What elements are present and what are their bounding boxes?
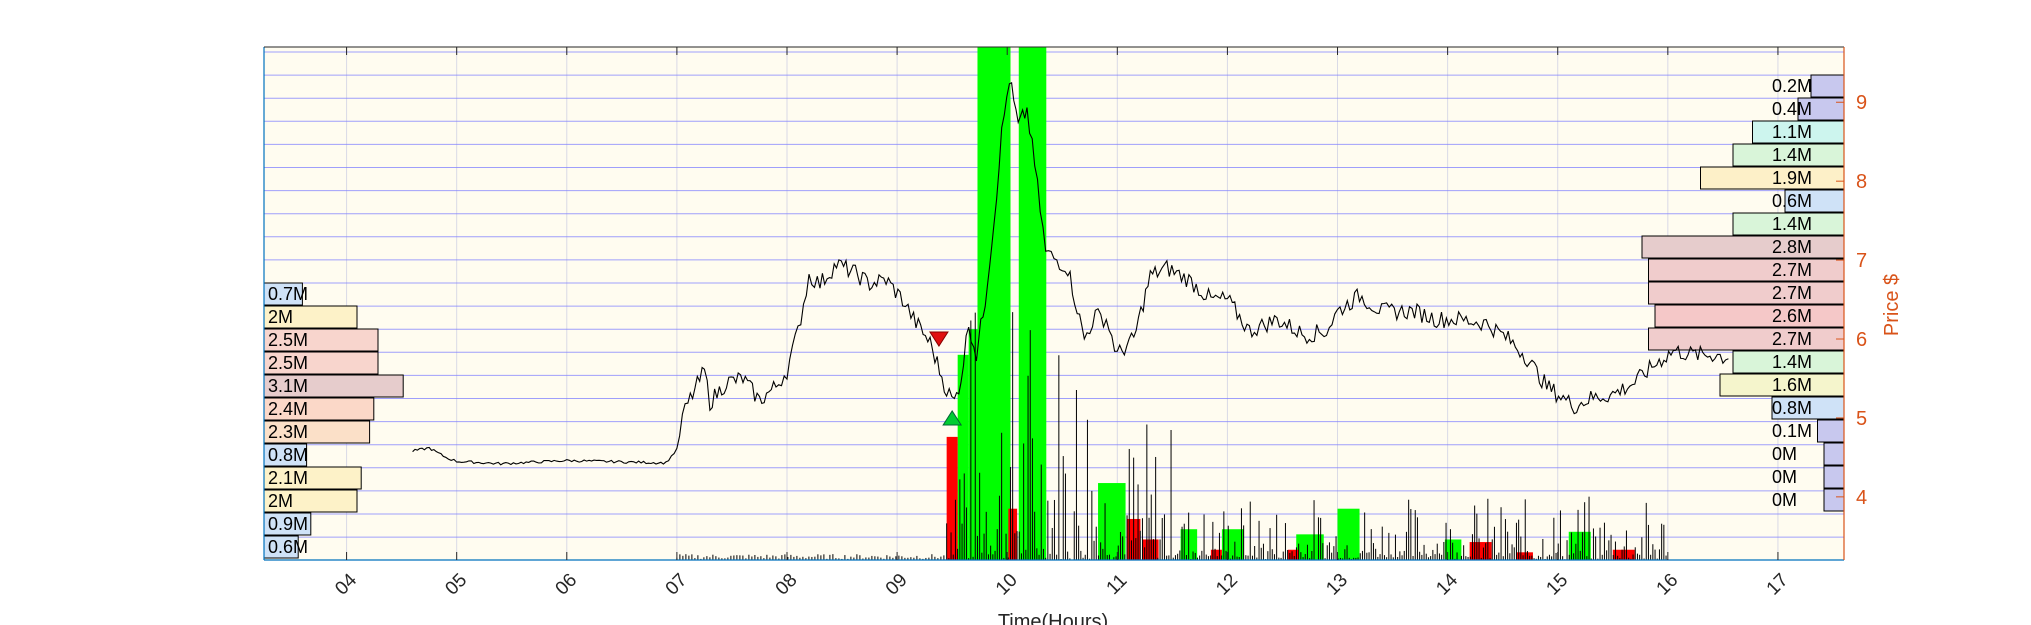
volume-profile-left-label: 0.8M — [268, 445, 308, 465]
volume-up-bar — [1568, 531, 1591, 560]
volume-profile-right-label: 1.6M — [1772, 375, 1812, 395]
x-tick-label: 04 — [331, 569, 361, 599]
volume-profile-right-bar — [1641, 235, 1845, 259]
x-axis-title: Time(Hours) — [998, 611, 1108, 625]
y-right-tick-label: 5 — [1856, 408, 1867, 430]
volume-profile-right-bar — [1654, 304, 1845, 328]
volume-up-bar — [1337, 508, 1360, 560]
volume-profile-right: 0.2M 0.4M 1.1M 1.4M 1.9M 0.6M 1.4M 2.8M 2.7M 2.7M… — [1641, 74, 1845, 512]
volume-profile-left-label: 2M — [268, 307, 293, 327]
volume-profile-left-label: 2.5M — [268, 330, 308, 350]
volume-profile-left-label: 2.3M — [268, 422, 308, 442]
volume-up-bar — [1221, 529, 1244, 560]
volume-profile-right-bar — [1648, 258, 1845, 282]
volume-profile-right-label: 2.6M — [1772, 306, 1812, 326]
x-tick-label: 12 — [1212, 570, 1242, 600]
x-tick-label: 07 — [662, 570, 692, 600]
volume-profile-left-label: 0.9M — [268, 514, 308, 534]
volume-up-bar — [1098, 483, 1126, 560]
y-right-tick-label: 9 — [1856, 92, 1867, 114]
volume-down-bar — [1142, 539, 1159, 560]
volume-profile-right-label: 0M — [1772, 467, 1797, 487]
price-line — [412, 81, 1729, 466]
volume-up-bar — [968, 329, 980, 560]
x-tick-label: 17 — [1763, 570, 1793, 600]
y-right-tick-label: 6 — [1856, 329, 1867, 351]
volume-profile-right-label: 0.1M — [1772, 421, 1812, 441]
volume-profile-right-label: 1.4M — [1772, 145, 1812, 165]
volume-up-bar — [977, 47, 1011, 560]
x-tick-label: 16 — [1653, 570, 1683, 600]
volume-profile-right-label: 0.8M — [1772, 398, 1812, 418]
y-right-tick-label: 8 — [1856, 171, 1867, 193]
volume-profile-right-label: 1.4M — [1772, 352, 1812, 372]
plot-background — [264, 47, 1844, 560]
volume-profile-right-label: 1.4M — [1772, 214, 1812, 234]
volume-profile-right-label: 2.7M — [1772, 260, 1812, 280]
trade-signals — [929, 331, 963, 426]
volume-profile-right-label: 0M — [1772, 490, 1797, 510]
y-right-tick-label: 7 — [1856, 250, 1867, 272]
volume-down-bar — [1210, 549, 1222, 560]
volume-down-bar — [946, 436, 958, 560]
volume-profile-right-bar — [1810, 74, 1845, 98]
volume-profile-right-label: 1.1M — [1772, 122, 1812, 142]
volume-down-bar — [1469, 542, 1492, 560]
volume-profile-left-label: 2.5M — [268, 353, 308, 373]
axis-labels: Time(Hours) Price $ — [998, 274, 1903, 625]
price-series — [412, 81, 1729, 466]
volume-profile-left: 0.7M 2M 2.5M 2.5M 3.1M 2.4M 2.3M 0.8M 2.1M 2M 0.9M… — [263, 282, 404, 559]
volume-profile-right-label: 0.4M — [1772, 99, 1812, 119]
volume-profile-left-label: 0.7M — [268, 284, 308, 304]
volume-profile-left-label: 2.4M — [268, 399, 308, 419]
volume-profile-right-bar — [1823, 488, 1845, 512]
buy-signal-marker — [942, 410, 963, 426]
volume-profile-right-label: 1.9M — [1772, 168, 1812, 188]
x-tick-label: 11 — [1103, 570, 1132, 599]
volume-profile-right-bar — [1823, 465, 1845, 489]
sell-signal-marker — [929, 331, 949, 347]
x-tick-label: 15 — [1542, 570, 1572, 600]
volume-profile-left-label: 2.1M — [268, 468, 308, 488]
x-tick-label: 13 — [1322, 570, 1352, 600]
volume-profile-right-label: 0.2M — [1772, 76, 1812, 96]
volume-bars — [676, 47, 1667, 560]
y-right-tick-label: 4 — [1856, 487, 1867, 509]
volume-down-bar — [1516, 552, 1533, 560]
x-tick-label: 10 — [992, 570, 1022, 600]
x-tick-label: 05 — [441, 570, 471, 600]
volume-profile-right-bar — [1648, 281, 1845, 305]
volume-down-bar — [1287, 549, 1299, 560]
volume-profile-right-label: 0M — [1772, 444, 1797, 464]
y-right-axis-title: Price $ — [1881, 274, 1903, 336]
volume-profile-right-bar — [1817, 419, 1845, 443]
volume-profile-right-bar — [1823, 442, 1845, 466]
volume-profile-left-label: 0.6M — [268, 537, 308, 557]
volume-profile-right-label: 0.6M — [1772, 191, 1812, 211]
volume-profile-right-label: 2.7M — [1772, 283, 1812, 303]
volume-profile-left-label: 2M — [268, 491, 293, 511]
x-tick-label: 08 — [772, 570, 802, 600]
volume-profile-right-label: 2.8M — [1772, 237, 1812, 257]
volume-up-bar — [957, 354, 969, 560]
volume-profile-right-label: 2.7M — [1772, 329, 1812, 349]
x-tick-label: 09 — [882, 570, 912, 600]
volume-profile-left-label: 3.1M — [268, 376, 308, 396]
x-tick-label: 06 — [552, 570, 582, 600]
x-tick-label: 14 — [1432, 569, 1462, 599]
